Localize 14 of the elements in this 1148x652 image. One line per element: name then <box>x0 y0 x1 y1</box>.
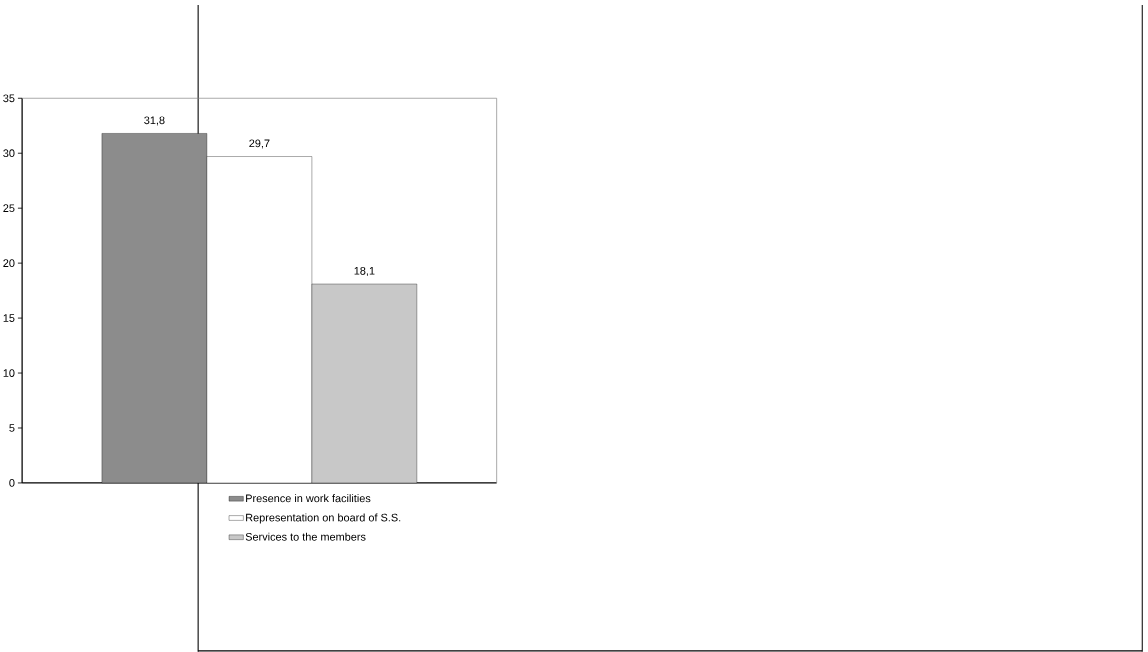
y-tick-label: 5 <box>9 423 15 432</box>
data-label: 18,1 <box>354 266 375 276</box>
y-tick-label: 35 <box>3 94 15 102</box>
y-tick-label: 10 <box>3 368 15 377</box>
y-tick-label: 15 <box>3 314 15 322</box>
data-label: 29,7 <box>249 139 270 149</box>
y-tick-label: 25 <box>3 204 15 212</box>
legend-label: Presence in work facilities <box>246 493 371 502</box>
y-tick-label: 20 <box>3 259 15 267</box>
y-tick-label: 0 <box>9 478 15 487</box>
y-tick-label: 30 <box>3 149 15 157</box>
legend-label: Representation on board of S.S. <box>246 513 401 524</box>
legend-label: Services to the members <box>245 532 366 541</box>
data-label: 31,8 <box>144 116 165 126</box>
